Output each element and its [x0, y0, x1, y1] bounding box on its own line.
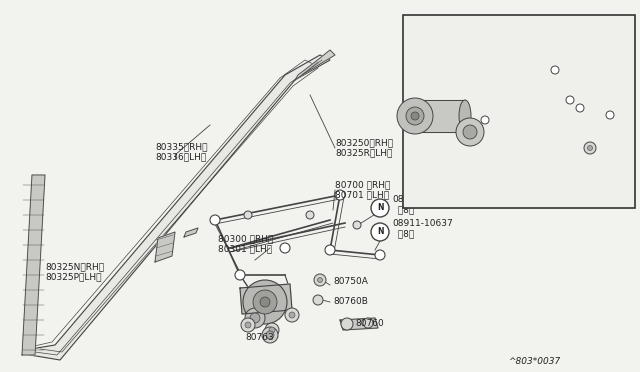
Polygon shape: [340, 318, 378, 330]
Polygon shape: [22, 175, 45, 355]
Circle shape: [210, 215, 220, 225]
Circle shape: [406, 107, 424, 125]
Text: ^803*0037: ^803*0037: [508, 357, 560, 366]
Circle shape: [353, 221, 361, 229]
Text: 80325N〈RH〉
80325P〈LH〉: 80325N〈RH〉 80325P〈LH〉: [45, 262, 104, 282]
Circle shape: [375, 250, 385, 260]
Text: 803250〈RH〉
80325R〈LH〉: 803250〈RH〉 80325R〈LH〉: [335, 138, 393, 158]
Text: 80300 〈RH〉
80301 〈LH〉: 80300 〈RH〉 80301 〈LH〉: [218, 234, 273, 254]
Polygon shape: [295, 50, 335, 80]
Text: 80750A: 80750A: [333, 278, 368, 286]
Polygon shape: [155, 232, 175, 262]
Text: 80335〈RH〉
80336〈LH〉: 80335〈RH〉 80336〈LH〉: [155, 142, 207, 162]
Bar: [403, 15, 635, 208]
Text: 08911-10637
  ゆ8ょ: 08911-10637 ゆ8ょ: [392, 195, 452, 215]
Text: 80760: 80760: [355, 318, 384, 327]
Circle shape: [241, 318, 255, 332]
Circle shape: [588, 145, 593, 151]
Circle shape: [576, 104, 584, 112]
Circle shape: [606, 111, 614, 119]
Circle shape: [244, 211, 252, 219]
Circle shape: [566, 96, 574, 104]
Polygon shape: [184, 228, 198, 237]
Circle shape: [411, 112, 419, 120]
Text: N: N: [377, 228, 383, 237]
Circle shape: [317, 278, 323, 282]
Circle shape: [371, 223, 389, 241]
Circle shape: [314, 274, 326, 286]
Circle shape: [584, 142, 596, 154]
Text: 80760B: 80760B: [333, 298, 368, 307]
Circle shape: [243, 280, 287, 324]
Text: 80700 〈RH〉
80701 〈LH〉: 80700 〈RH〉 80701 〈LH〉: [478, 35, 533, 55]
Circle shape: [245, 322, 251, 328]
Polygon shape: [25, 55, 330, 360]
Text: 80763: 80763: [245, 333, 274, 341]
Circle shape: [463, 125, 477, 139]
Text: 80750A: 80750A: [590, 144, 625, 153]
Text: N: N: [377, 203, 383, 212]
Circle shape: [341, 318, 353, 330]
Circle shape: [245, 308, 265, 328]
Circle shape: [235, 270, 245, 280]
Circle shape: [306, 211, 314, 219]
Circle shape: [551, 66, 559, 74]
Circle shape: [289, 312, 295, 318]
Circle shape: [335, 190, 345, 200]
Circle shape: [280, 243, 290, 253]
Circle shape: [397, 98, 433, 134]
Circle shape: [265, 323, 279, 337]
Circle shape: [260, 297, 270, 307]
Ellipse shape: [459, 100, 471, 132]
Circle shape: [456, 118, 484, 146]
Polygon shape: [240, 284, 292, 314]
Circle shape: [363, 318, 373, 328]
Circle shape: [371, 199, 389, 217]
Circle shape: [250, 313, 260, 323]
Polygon shape: [415, 100, 465, 132]
Text: 08911-10637
  ゆ8ょ: 08911-10637 ゆ8ょ: [392, 219, 452, 239]
Circle shape: [266, 331, 274, 339]
Circle shape: [262, 327, 278, 343]
Circle shape: [325, 245, 335, 255]
Text: 80700 〈RH〉
80701 〈LH〉: 80700 〈RH〉 80701 〈LH〉: [335, 180, 390, 200]
Circle shape: [253, 290, 277, 314]
Circle shape: [269, 327, 275, 333]
Circle shape: [313, 295, 323, 305]
Text: 80730〈RH〉
80731 〈LH〉: 80730〈RH〉 80731 〈LH〉: [408, 68, 462, 88]
Circle shape: [481, 116, 489, 124]
Text: POWER WINDOW: POWER WINDOW: [408, 23, 492, 33]
Circle shape: [285, 308, 299, 322]
